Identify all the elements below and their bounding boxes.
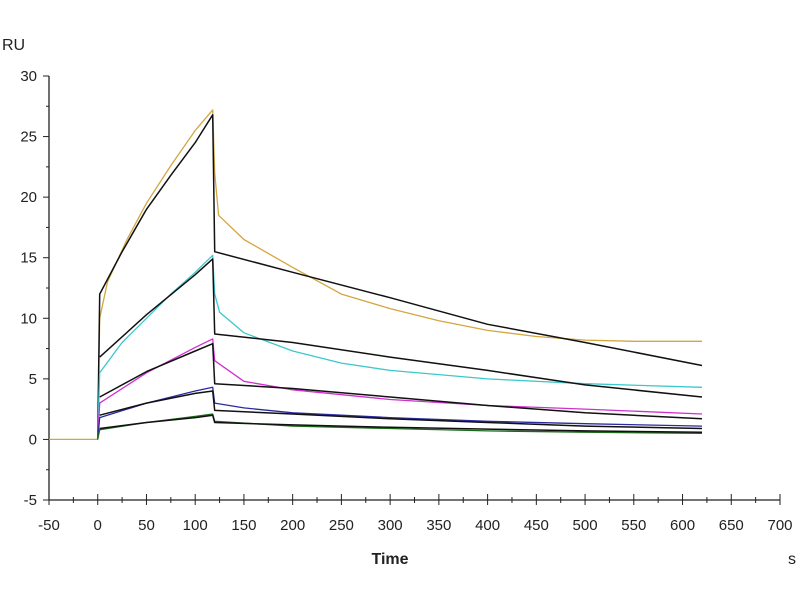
x-tick-label: 200 xyxy=(280,517,305,534)
x-tick-label: 250 xyxy=(329,517,354,534)
series-line-fit-5 xyxy=(99,414,703,433)
x-tick-label: 150 xyxy=(231,517,256,534)
series-line-fit-3 xyxy=(99,342,703,420)
y-tick-label: -5 xyxy=(24,492,37,509)
y-tick-label: 0 xyxy=(29,431,37,448)
series-line-fit-4 xyxy=(99,390,703,430)
x-tick-label: 600 xyxy=(670,517,695,534)
y-tick-label: 20 xyxy=(20,189,37,206)
x-axis-unit: s xyxy=(788,551,796,568)
x-tick-label: 550 xyxy=(621,517,646,534)
x-tick-label: 450 xyxy=(524,517,549,534)
series-line-data-2 xyxy=(97,254,703,440)
series-line-fit-2 xyxy=(99,258,703,398)
x-tick-label: 650 xyxy=(719,517,744,534)
x-tick-label: 700 xyxy=(767,517,792,534)
y-tick-label: 5 xyxy=(29,371,37,388)
x-tick-label: -50 xyxy=(38,517,60,534)
series-line-data-1 xyxy=(49,109,702,441)
x-axis-label: Time xyxy=(371,551,408,568)
x-tick-label: 100 xyxy=(183,517,208,534)
series-line-fit-1 xyxy=(96,114,703,440)
x-tick-label: 0 xyxy=(94,517,102,534)
y-tick-label: 25 xyxy=(20,129,37,146)
y-tick-label: 30 xyxy=(20,68,37,85)
x-tick-label: 350 xyxy=(426,517,451,534)
y-tick-label: 15 xyxy=(20,250,37,267)
x-tick-label: 50 xyxy=(138,517,155,534)
y-tick-label: 10 xyxy=(20,310,37,327)
x-tick-label: 300 xyxy=(378,517,403,534)
x-tick-label: 500 xyxy=(573,517,598,534)
x-tick-label: 400 xyxy=(475,517,500,534)
y-axis-label: RU xyxy=(2,37,25,54)
